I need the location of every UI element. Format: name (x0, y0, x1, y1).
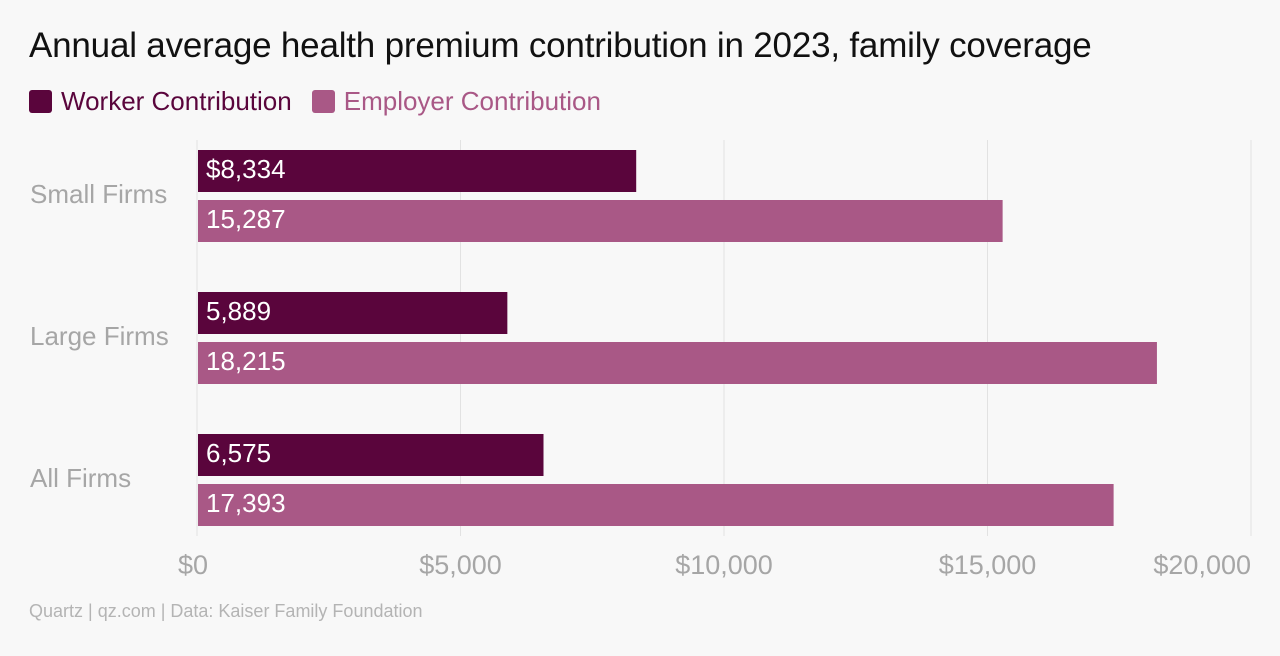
x-tick-label-2: $10,000 (675, 550, 773, 580)
bar-employer-0 (198, 200, 1003, 242)
category-label-2: All Firms (30, 463, 131, 493)
bar-employer-2 (198, 484, 1114, 526)
legend-swatch-worker (29, 89, 52, 113)
legend-label-worker: Worker Contribution (61, 85, 292, 116)
source-footer: Quartz | qz.com | Data: Kaiser Family Fo… (29, 601, 423, 621)
category-label-1: Large Firms (30, 321, 169, 351)
legend-swatch-employer (311, 89, 335, 113)
bar-label-worker-2: 6,575 (206, 438, 271, 468)
bar-label-worker-0: $8,334 (206, 154, 286, 184)
bar-label-employer-0: 15,287 (206, 204, 286, 234)
x-tick-label-0: $0 (178, 550, 208, 580)
bar-label-worker-1: 5,889 (206, 296, 271, 326)
bar-label-employer-2: 17,393 (206, 488, 286, 518)
legend-label-employer: Employer Contribution (343, 85, 601, 116)
bar-worker-1 (198, 292, 508, 334)
legend-item-worker: Worker Contribution (29, 86, 292, 117)
bar-employer-1 (198, 342, 1157, 384)
chart-legend: Worker Contribution Employer Contributio… (29, 84, 601, 118)
bar-label-employer-1: 18,215 (206, 346, 286, 376)
chart-title: Annual average health premium contributi… (29, 26, 1092, 65)
category-label-0: Small Firms (30, 179, 167, 209)
bar-worker-2 (198, 434, 544, 476)
legend-item-employer: Employer Contribution (311, 85, 601, 117)
x-tick-label-3: $15,000 (939, 550, 1037, 580)
bar-worker-0 (198, 150, 637, 192)
x-tick-label-4: $20,000 (1153, 550, 1251, 580)
x-tick-label-1: $5,000 (419, 550, 502, 580)
